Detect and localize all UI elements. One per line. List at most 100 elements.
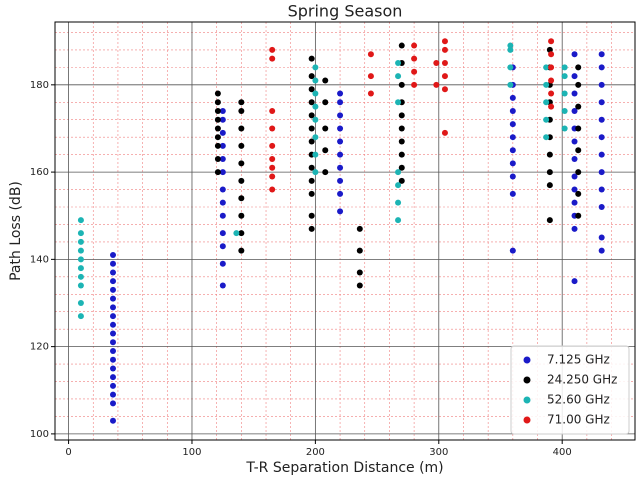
data-point: [507, 64, 514, 71]
data-point: [337, 99, 344, 106]
data-point: [238, 99, 245, 106]
data-point: [110, 321, 116, 328]
data-point: [433, 81, 440, 88]
data-point: [548, 64, 555, 71]
data-point: [77, 313, 84, 320]
data-point: [395, 73, 402, 80]
data-point: [543, 64, 550, 71]
data-point: [219, 212, 226, 219]
data-point: [356, 269, 363, 276]
data-point: [308, 99, 315, 106]
data-point: [398, 177, 405, 184]
data-point: [398, 138, 405, 145]
data-point: [509, 134, 516, 141]
data-point: [312, 90, 319, 97]
data-point: [395, 199, 402, 206]
data-point: [548, 103, 555, 110]
data-point: [598, 81, 605, 88]
data-point: [337, 125, 344, 132]
data-point: [219, 243, 226, 250]
data-point: [575, 103, 582, 110]
data-point: [543, 116, 550, 123]
x-tick-label: 200: [306, 447, 325, 458]
data-point: [219, 108, 226, 115]
data-point: [77, 265, 84, 272]
data-point: [214, 169, 221, 176]
data-point: [548, 77, 555, 84]
data-point: [575, 64, 582, 71]
data-point: [308, 86, 315, 93]
x-tick-label: 0: [65, 447, 71, 458]
data-point: [571, 51, 578, 58]
data-point: [238, 108, 245, 115]
data-point: [269, 173, 276, 180]
x-tick-label: 300: [429, 447, 448, 458]
data-point: [571, 278, 578, 285]
chart-title: Spring Season: [288, 2, 403, 21]
data-point: [546, 182, 553, 189]
data-point: [214, 90, 221, 97]
data-point: [395, 169, 402, 176]
data-point: [219, 169, 226, 176]
data-point: [322, 125, 329, 132]
data-point: [110, 374, 116, 381]
data-point: [219, 186, 226, 193]
data-point: [110, 365, 116, 372]
legend-label: 71.00 GHz: [547, 413, 610, 427]
data-point: [110, 260, 116, 267]
data-point: [543, 99, 550, 106]
data-point: [233, 230, 240, 237]
data-point: [356, 225, 363, 232]
data-point: [507, 42, 514, 49]
legend-label: 24.250 GHz: [547, 373, 617, 387]
data-point: [312, 77, 319, 84]
data-point: [238, 230, 245, 237]
data-point: [312, 116, 319, 123]
data-point: [546, 169, 553, 176]
data-point: [411, 55, 418, 62]
data-point: [77, 238, 84, 245]
data-point: [214, 156, 221, 163]
data-point: [398, 151, 405, 158]
data-point: [110, 295, 116, 302]
data-point: [571, 90, 578, 97]
data-point: [308, 112, 315, 119]
data-point: [219, 230, 226, 237]
data-point: [110, 251, 116, 258]
data-point: [110, 286, 116, 293]
data-point: [312, 103, 319, 110]
data-point: [598, 186, 605, 193]
data-point: [395, 217, 402, 224]
data-point: [308, 212, 315, 219]
data-point: [322, 77, 329, 84]
data-point: [312, 134, 319, 141]
data-point: [598, 64, 605, 71]
data-point: [367, 90, 374, 97]
data-point: [546, 217, 553, 224]
data-point: [110, 347, 116, 354]
data-point: [337, 177, 344, 184]
data-point: [411, 68, 418, 75]
data-point: [110, 400, 116, 407]
data-point: [308, 55, 315, 62]
data-point: [367, 51, 374, 58]
data-point: [441, 129, 448, 136]
data-point: [598, 247, 605, 254]
data-point: [312, 169, 319, 176]
data-point: [598, 151, 605, 158]
data-point: [598, 234, 605, 241]
data-point: [411, 81, 418, 88]
data-point: [337, 164, 344, 171]
data-point: [238, 160, 245, 167]
data-point: [337, 112, 344, 119]
data-point: [214, 116, 221, 123]
data-point: [575, 212, 582, 219]
data-point: [312, 64, 319, 71]
y-tick-label: 160: [30, 167, 49, 178]
data-point: [219, 142, 226, 149]
data-point: [571, 138, 578, 145]
y-tick-label: 100: [30, 429, 49, 440]
data-point: [575, 147, 582, 154]
data-point: [441, 86, 448, 93]
